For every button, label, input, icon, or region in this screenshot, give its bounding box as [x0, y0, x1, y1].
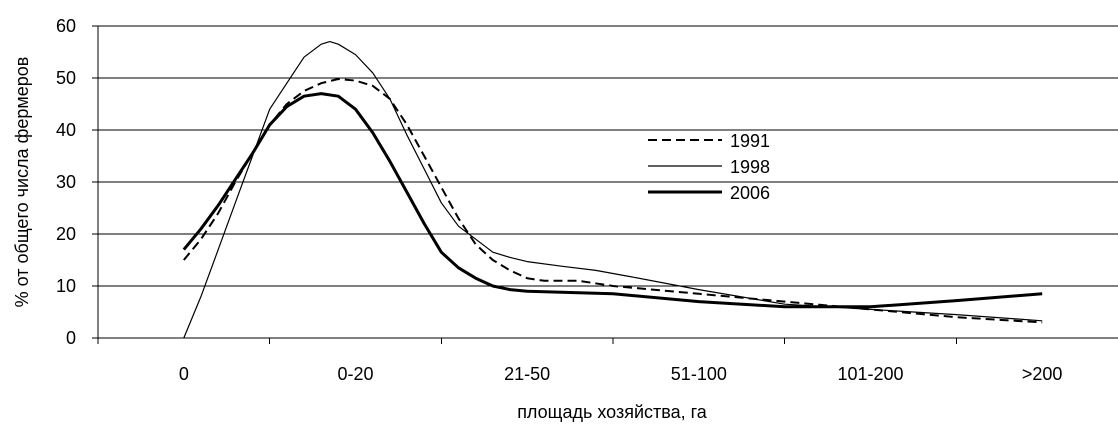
series-layer	[182, 41, 1043, 339]
y-tick-label: 0	[66, 328, 76, 348]
y-tick-labels: 0 10 20 30 40 50 60	[56, 16, 76, 348]
x-axis-title: площадь хозяйства, га	[517, 402, 708, 422]
x-tick-label: 0-20	[337, 364, 373, 384]
legend-label-1991: 1991	[730, 131, 770, 151]
y-tick-label: 10	[56, 276, 76, 296]
x-tick-label: 51-100	[671, 364, 727, 384]
series-line-2006	[182, 92, 1043, 309]
y-tick-label: 60	[56, 16, 76, 36]
legend-label-2006: 2006	[730, 183, 770, 203]
x-tick-label: 0	[179, 364, 189, 384]
x-tick-label: 21-50	[504, 364, 550, 384]
y-tick-label: 30	[56, 172, 76, 192]
x-tick-label: 101-200	[837, 364, 903, 384]
y-axis-title: % от общего числа фермеров	[12, 57, 32, 308]
y-tick-label: 50	[56, 68, 76, 88]
legend-label-1998: 1998	[730, 157, 770, 177]
x-tick-labels: 0 0-20 21-50 51-100 101-200 >200	[179, 364, 1063, 384]
legend: 1991 1998 2006	[648, 131, 770, 203]
series-line-1991	[183, 78, 1043, 324]
series-line-1998	[183, 41, 1043, 339]
y-tick-label: 40	[56, 120, 76, 140]
grid-layer	[98, 25, 1118, 287]
y-tick-label: 20	[56, 224, 76, 244]
axis-layer	[92, 25, 1118, 344]
x-tick-label: >200	[1022, 364, 1063, 384]
